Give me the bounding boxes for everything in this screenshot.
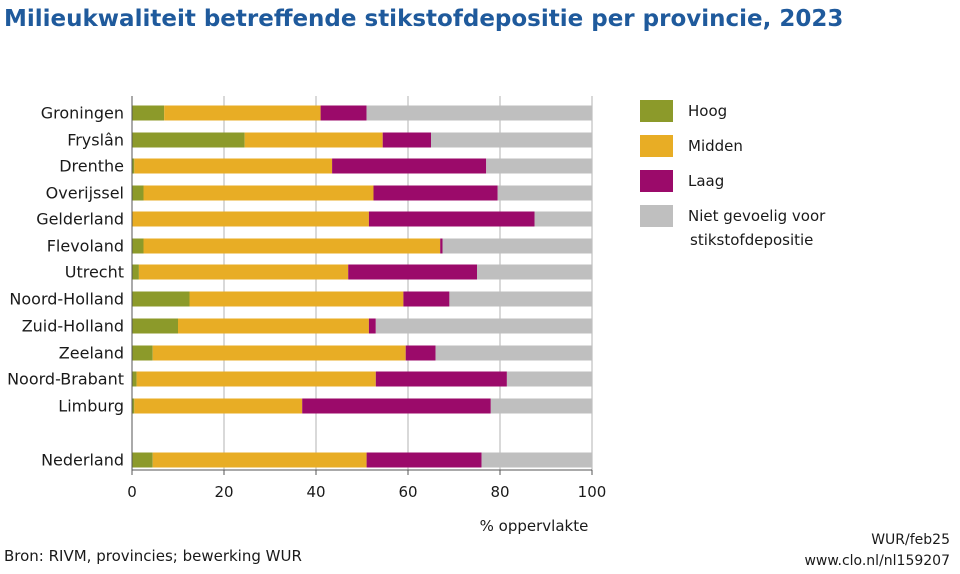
bar-segment-laag [440, 238, 443, 254]
credit-line-2: www.clo.nl/nl159207 [804, 553, 950, 569]
bar-segment-niet [486, 158, 592, 174]
bar-segment-laag [368, 211, 535, 227]
legend-label: Midden [688, 137, 743, 155]
category-label: Drenthe [59, 157, 124, 176]
category-label: Noord-Brabant [7, 370, 124, 389]
bar-segment-niet [481, 452, 592, 468]
legend-label: Hoog [688, 102, 728, 120]
bar-segment-laag [302, 398, 491, 414]
bar-segment-midden [132, 211, 369, 227]
bar-segment-niet [497, 185, 592, 201]
source-note: Bron: RIVM, provincies; bewerking WUR [4, 547, 302, 565]
bar-segment-niet [366, 105, 592, 121]
x-tick-label: 100 [578, 483, 607, 501]
legend-swatch [640, 170, 673, 192]
bar-segment-niet [449, 291, 592, 307]
bar-segment-laag [348, 264, 477, 280]
bar-segment-niet [375, 318, 592, 334]
bar-segment-hoog [132, 238, 144, 254]
bar-segment-laag [320, 105, 367, 121]
bar-segment-laag [375, 371, 507, 387]
legend-swatch [640, 135, 673, 157]
bar-segment-midden [189, 291, 404, 307]
category-label: Overijssel [46, 184, 124, 203]
bar-segment-niet [534, 211, 592, 227]
x-tick-label: 0 [127, 483, 137, 501]
bar-segment-laag [368, 318, 376, 334]
chart-title: Milieukwaliteit betreffende stikstofdepo… [4, 6, 844, 32]
bar-segment-midden [164, 105, 321, 121]
bar-segment-midden [134, 398, 303, 414]
bar-segment-midden [178, 318, 369, 334]
bar-segment-hoog [132, 371, 137, 387]
bar-segment-niet [435, 345, 592, 361]
x-tick-label: 40 [306, 483, 325, 501]
bar-segment-midden [138, 264, 349, 280]
bar-segment-hoog [132, 318, 178, 334]
bar-segment-midden [152, 452, 367, 468]
category-label: Noord-Holland [9, 290, 124, 309]
legend-swatch [640, 205, 673, 227]
bar-segment-laag [403, 291, 450, 307]
x-tick-label: 20 [214, 483, 233, 501]
bar-segment-hoog [132, 185, 144, 201]
x-tick-label: 60 [398, 483, 417, 501]
bar-segment-niet [490, 398, 592, 414]
legend-label: Laag [688, 172, 725, 190]
category-label: Limburg [58, 397, 124, 416]
bar-segment-midden [134, 158, 333, 174]
x-axis-title: % oppervlakte [480, 517, 589, 535]
bar-segment-hoog [132, 158, 135, 174]
bar-segment-niet [506, 371, 592, 387]
category-label: Zuid-Holland [22, 317, 124, 336]
bar-segment-midden [152, 345, 406, 361]
bar-segment-midden [244, 132, 383, 148]
bar-segment-midden [136, 371, 376, 387]
bar-segment-midden [143, 185, 374, 201]
credit-line-1: WUR/feb25 [871, 532, 950, 548]
bar-segment-hoog [132, 291, 190, 307]
legend-label: Niet gevoelig voor [688, 207, 826, 225]
category-label: Fryslân [67, 131, 124, 150]
bar-segment-laag [405, 345, 436, 361]
bar-segment-hoog [132, 398, 135, 414]
legend-swatch [640, 100, 673, 122]
bar-segment-hoog [132, 264, 139, 280]
bar-segment-midden [143, 238, 441, 254]
bar-segment-laag [366, 452, 482, 468]
category-label: Zeeland [59, 344, 124, 363]
bar-segment-hoog [132, 345, 153, 361]
category-label: Utrecht [65, 263, 124, 282]
bar-segment-laag [373, 185, 498, 201]
bar-segment-laag [332, 158, 487, 174]
bar-segment-niet [431, 132, 592, 148]
category-label: Gelderland [36, 210, 124, 229]
x-tick-label: 80 [490, 483, 509, 501]
legend-label: stikstofdepositie [690, 231, 814, 249]
bar-segment-niet [442, 238, 592, 254]
bar-segment-laag [382, 132, 431, 148]
category-label: Flevoland [47, 237, 124, 256]
bar-segment-hoog [132, 105, 165, 121]
category-label: Nederland [41, 451, 124, 470]
bar-segment-hoog [132, 452, 153, 468]
category-label: Groningen [41, 104, 124, 123]
bar-segment-niet [477, 264, 592, 280]
bar-segment-hoog [132, 132, 245, 148]
